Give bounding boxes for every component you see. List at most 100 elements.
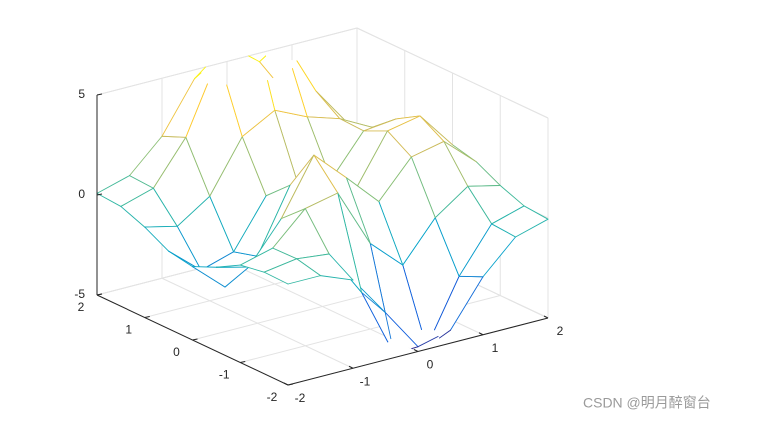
mesh-line <box>419 115 445 142</box>
mesh-line <box>233 251 258 257</box>
mesh-face <box>491 205 548 237</box>
mesh-line <box>402 264 422 330</box>
mesh-line <box>385 312 419 348</box>
mesh-line <box>129 135 163 177</box>
mesh-line <box>161 78 195 137</box>
mesh-face <box>240 248 297 273</box>
mesh-line <box>410 156 436 219</box>
mesh-line <box>410 140 445 158</box>
mesh-line <box>280 154 315 219</box>
z-tick-label: -5 <box>74 287 85 301</box>
x-tick <box>478 332 484 336</box>
z-tick <box>96 193 103 196</box>
mesh-line <box>313 154 347 179</box>
x-tick-label: 1 <box>492 341 499 355</box>
grid-line <box>96 27 358 96</box>
y-tick <box>192 338 198 341</box>
mesh-line <box>152 187 178 227</box>
mesh-face <box>192 266 249 288</box>
mesh-line <box>257 184 291 257</box>
mesh-face <box>370 243 422 339</box>
mesh-line <box>523 205 549 220</box>
mesh-face <box>264 258 321 284</box>
watermark: CSDN @明月醉窗台 <box>583 395 711 411</box>
x-tick <box>413 349 419 352</box>
mesh-line <box>363 118 397 132</box>
mesh-line <box>224 266 250 288</box>
mesh-line <box>152 136 187 189</box>
mesh-line <box>491 205 525 225</box>
x-tick-label: -2 <box>295 391 306 405</box>
mesh-line <box>239 264 265 273</box>
mesh-line <box>209 195 235 253</box>
mesh-line <box>233 195 267 253</box>
mesh-line <box>272 208 306 249</box>
x-tick <box>283 382 289 386</box>
mesh-line <box>434 217 460 277</box>
mesh-line <box>387 115 421 132</box>
mesh-line <box>361 291 389 343</box>
mesh-line <box>267 80 276 111</box>
mesh-line <box>515 218 549 238</box>
mesh-line <box>439 329 451 339</box>
mesh-line <box>209 136 243 197</box>
mesh-face <box>97 175 154 207</box>
mesh-line <box>144 225 178 228</box>
mesh-face <box>292 60 340 119</box>
mesh-face <box>339 118 397 131</box>
mesh-line <box>296 253 330 260</box>
mesh-face <box>209 136 267 252</box>
mesh-line <box>315 90 341 120</box>
mesh-line <box>475 161 501 186</box>
y-tick-label: 0 <box>173 345 180 359</box>
mesh-line <box>296 258 321 277</box>
mesh-face <box>129 136 186 189</box>
mesh-line <box>482 236 516 278</box>
mesh-line <box>339 118 365 132</box>
mesh-line <box>378 156 412 203</box>
mesh-line <box>419 115 453 146</box>
mesh-face <box>185 83 243 197</box>
mesh-line <box>185 83 208 138</box>
mesh-line <box>265 184 291 197</box>
mesh-face <box>248 55 266 62</box>
mesh-line <box>241 109 276 138</box>
mesh-line <box>499 185 525 207</box>
mesh-line <box>96 175 130 194</box>
mesh-line <box>274 109 308 118</box>
mesh-face <box>120 188 178 228</box>
mesh-line <box>239 247 274 266</box>
mesh-face <box>226 80 275 137</box>
x-tick-label: 0 <box>427 358 434 372</box>
mesh-line <box>192 266 226 288</box>
mesh-line <box>280 208 306 219</box>
mesh-line <box>194 72 202 80</box>
mesh-face <box>257 155 314 257</box>
z-tick <box>96 293 103 296</box>
x-tick <box>348 365 354 369</box>
mesh-line <box>306 116 341 120</box>
mesh-face <box>305 192 362 293</box>
mesh-line <box>369 242 392 340</box>
mesh-line <box>226 84 243 138</box>
mesh-line <box>450 276 484 331</box>
mesh-line <box>361 291 386 314</box>
mesh-line <box>315 90 349 125</box>
mesh-line <box>291 68 308 118</box>
mesh-line <box>411 346 419 350</box>
mesh-line <box>274 109 300 187</box>
mesh-line <box>345 177 371 244</box>
mesh-face <box>296 254 353 281</box>
mesh-line <box>395 115 421 120</box>
y-tick-label: -2 <box>267 390 278 404</box>
mesh-line <box>304 192 339 210</box>
mesh-line <box>443 140 477 163</box>
y-tick <box>287 383 294 386</box>
mesh-face <box>233 185 290 257</box>
mesh-face <box>162 72 208 138</box>
mesh-line <box>467 185 493 225</box>
mesh-line <box>263 258 298 273</box>
mesh-layer <box>96 55 549 350</box>
mesh-line <box>185 136 211 197</box>
